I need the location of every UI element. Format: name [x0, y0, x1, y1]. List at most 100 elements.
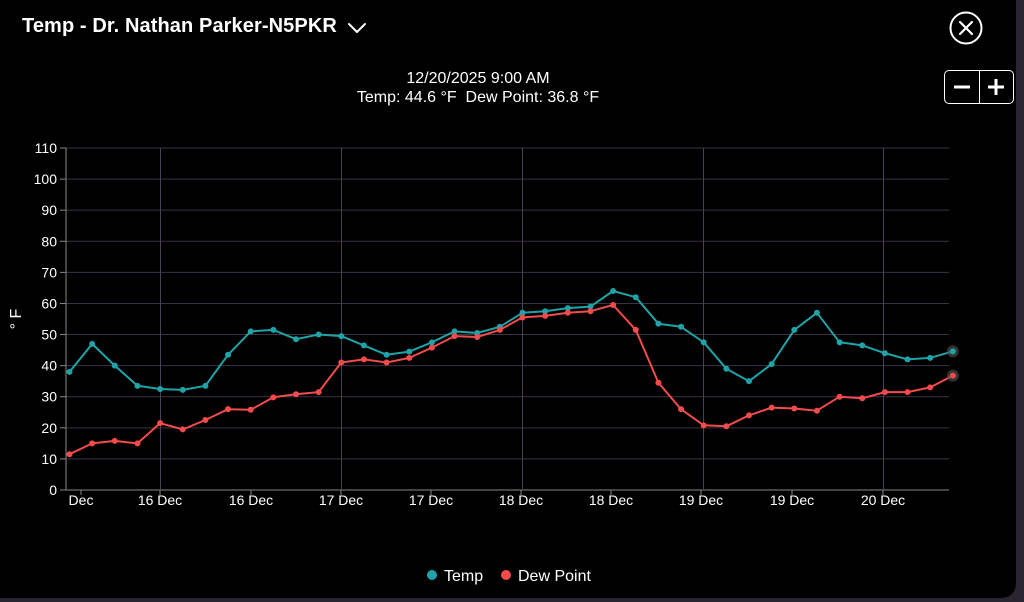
data-point: [655, 379, 662, 386]
data-point: [791, 405, 798, 412]
data-point: [247, 328, 254, 335]
legend-label: Dew Point: [518, 568, 591, 585]
data-point: [315, 389, 322, 396]
legend-marker: [427, 570, 437, 580]
data-point: [610, 302, 617, 309]
data-point: [632, 294, 639, 301]
x-tick-label: 20 Dec: [861, 492, 905, 508]
data-point: [519, 309, 526, 316]
data-point: [519, 314, 526, 321]
data-point: [813, 309, 820, 316]
data-point: [202, 382, 209, 389]
data-point: [746, 378, 752, 385]
zoom-in-button[interactable]: [979, 71, 1013, 103]
data-point: [225, 351, 232, 358]
data-point: [89, 440, 96, 447]
x-tick-label: 19 Dec: [679, 492, 723, 508]
data-point: [904, 356, 911, 363]
readout-values: Temp: 44.6 °F Dew Point: 36.8 °F: [356, 89, 600, 106]
data-point: [383, 351, 390, 358]
x-tick-label: 16 Dec: [229, 492, 273, 508]
data-point: [836, 339, 843, 346]
data-point: [542, 312, 549, 319]
data-point: [564, 309, 571, 316]
series-line: [69, 304, 954, 456]
y-tick-label: 60: [41, 295, 57, 311]
x-tick-label: Dec: [69, 492, 94, 508]
legend-label: Temp: [444, 568, 483, 585]
legend-marker: [501, 570, 511, 580]
data-point: [542, 308, 549, 315]
data-point: [66, 368, 73, 375]
zoom-controls: [944, 70, 1014, 104]
y-tick-label: 100: [34, 171, 58, 187]
data-point: [700, 422, 707, 429]
hover-readout: 12/20/2025 9:00 AM Temp: 44.6 °F Dew Poi…: [0, 69, 956, 107]
y-tick-label: 20: [41, 420, 57, 436]
data-point: [111, 362, 118, 369]
data-point: [610, 288, 617, 295]
data-point: [406, 354, 413, 361]
y-tick-label: 90: [41, 202, 57, 218]
data-point: [678, 323, 685, 330]
data-point: [134, 382, 141, 389]
data-point: [157, 420, 164, 427]
y-tick-label: 70: [41, 264, 57, 280]
data-point: [270, 394, 277, 401]
y-axis-label: ° F: [8, 308, 25, 329]
data-point: [428, 344, 435, 351]
data-point: [881, 350, 888, 357]
data-point: [451, 333, 458, 340]
data-point: [270, 326, 277, 333]
data-point: [813, 407, 820, 414]
data-point: [179, 386, 186, 393]
x-tick-label: 18 Dec: [499, 492, 543, 508]
chevron-down-icon: [347, 22, 366, 33]
data-point: [700, 339, 707, 346]
data-point: [927, 354, 934, 361]
data-point: [791, 326, 798, 333]
y-tick-label: 30: [41, 389, 57, 405]
series-line: [68, 290, 954, 391]
station-selector[interactable]: Temp - Dr. Nathan Parker-N5PKR: [22, 15, 367, 38]
y-tick-label: 10: [41, 451, 57, 467]
data-point: [225, 406, 232, 413]
page-title: Temp - Dr. Nathan Parker-N5PKR: [22, 15, 337, 37]
data-point: [632, 326, 639, 333]
data-point: [360, 342, 367, 349]
x-tick-label: 18 Dec: [589, 492, 633, 508]
zoom-out-button[interactable]: [945, 71, 979, 103]
data-point: [202, 417, 209, 424]
data-point: [587, 303, 594, 310]
data-point: [746, 412, 752, 419]
y-tick-label: 40: [41, 358, 57, 374]
data-point: [723, 365, 730, 372]
y-tick-label: 0: [49, 482, 57, 498]
data-point: [428, 339, 435, 346]
data-point: [315, 331, 322, 338]
x-tick-label: 17 Dec: [409, 492, 453, 508]
data-point: [723, 423, 730, 430]
data-point: [496, 326, 503, 333]
data-point: [406, 348, 413, 355]
data-point: [66, 451, 73, 458]
data-point: [111, 437, 118, 444]
data-point: [768, 404, 775, 411]
data-point: [927, 384, 934, 391]
data-point: [836, 393, 843, 400]
data-point: [949, 348, 956, 355]
data-point: [247, 406, 254, 413]
data-point: [89, 340, 96, 347]
data-point: [881, 389, 888, 396]
y-tick-label: 110: [35, 140, 58, 156]
data-point: [383, 359, 390, 366]
data-point: [587, 308, 594, 315]
data-point: [678, 406, 685, 413]
x-tick-label: 19 Dec: [770, 492, 814, 508]
close-icon[interactable]: [949, 11, 983, 45]
x-tick-label: 17 Dec: [319, 492, 363, 508]
readout-datetime: 12/20/2025 9:00 AM: [406, 70, 550, 87]
zoom-divider: [978, 71, 980, 103]
